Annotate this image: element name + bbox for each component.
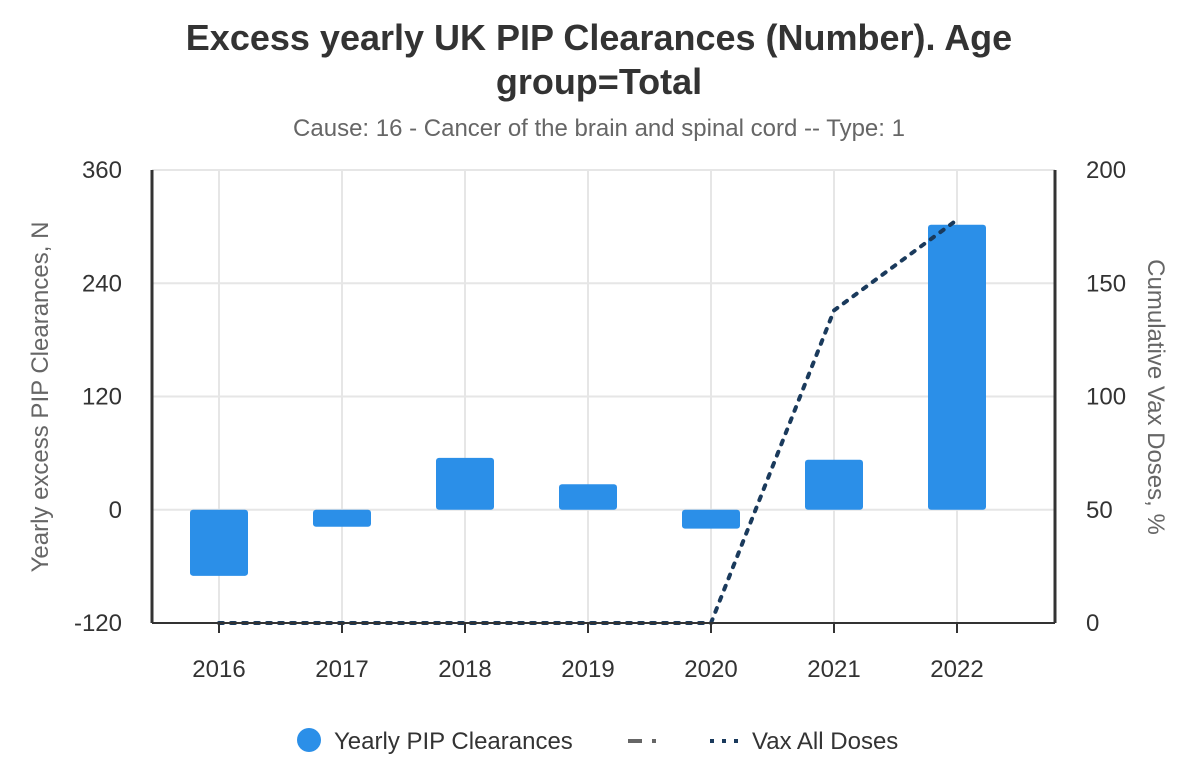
bar-2019 [559,484,617,510]
x-tick-label: 2019 [561,656,614,683]
legend-label-vax: Vax All Doses [752,728,898,755]
y-right-tick-label: 150 [1086,270,1126,297]
legend: Yearly PIP Clearances Vax All Doses [297,728,898,755]
legend-item-vax[interactable]: Vax All Doses [710,728,898,755]
y-right-tick-label: 200 [1086,157,1126,184]
chart-title-line-2: group=Total [496,61,702,102]
legend-item-pip[interactable]: Yearly PIP Clearances [297,728,573,755]
bar-2016 [190,509,248,576]
y-left-tick-label: -120 [74,610,122,637]
x-tick-label: 2016 [192,656,245,683]
y-left-tick-label: 120 [82,384,122,411]
y-left-tick-label: 0 [109,497,122,524]
y-axis-right-title: Cumulative Vax Doses, % [1142,259,1169,535]
legend-label-pip: Yearly PIP Clearances [334,728,573,755]
axes [150,170,1057,633]
y-right-tick-label: 50 [1086,497,1113,524]
chart-title-line-1: Excess yearly UK PIP Clearances (Number)… [186,17,1012,58]
y-right-tick-label: 100 [1086,384,1126,411]
x-tick-label: 2020 [684,656,737,683]
bar-series [190,224,986,576]
x-tick-label: 2018 [438,656,491,683]
y-left-tick-label: 360 [82,157,122,184]
y-axis-left-title: Yearly excess PIP Clearances, N [27,222,54,573]
chart-title: Excess yearly UK PIP Clearances (Number)… [186,17,1012,102]
legend-circle-icon [297,728,321,752]
x-tick-label: 2017 [315,656,368,683]
grid [152,169,1055,623]
bar-2022 [928,224,986,510]
x-tick-label: 2022 [930,656,983,683]
x-tick-label: 2021 [807,656,860,683]
bar-2021 [805,459,863,510]
y-right-tick-label: 0 [1086,610,1099,637]
bar-2017 [313,509,371,527]
chart-subtitle: Cause: 16 - Cancer of the brain and spin… [293,115,905,142]
bar-2020 [682,509,740,529]
y-left-tick-label: 240 [82,270,122,297]
bar-2018 [436,457,494,510]
tick-labels: -120 0 120 240 360 0 50 100 150 200 2016 2017 2018 20… [74,157,1126,683]
